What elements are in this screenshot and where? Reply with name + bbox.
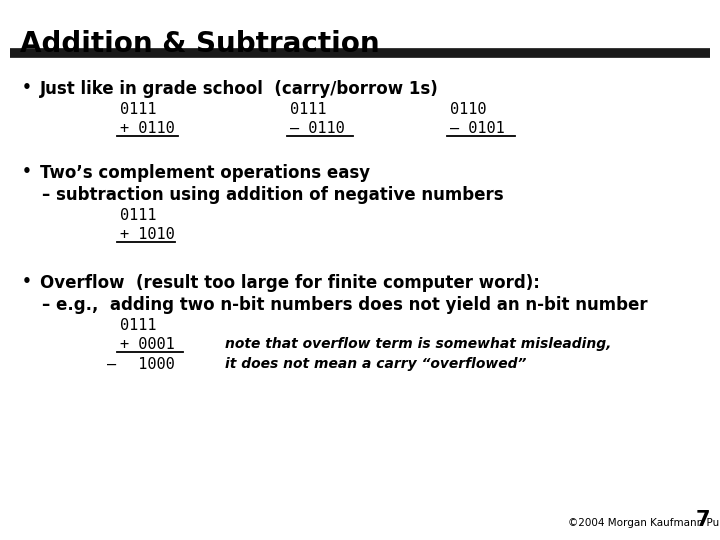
Text: – e.g.,  adding two n-bit numbers does not yield an n-bit number: – e.g., adding two n-bit numbers does no…	[42, 296, 647, 314]
Text: 0111: 0111	[290, 102, 326, 117]
Text: + 0001: + 0001	[120, 337, 175, 352]
Text: + 0110: + 0110	[120, 121, 175, 136]
Text: •: •	[22, 80, 32, 95]
Text: it does not mean a carry “overflowed”: it does not mean a carry “overflowed”	[225, 357, 526, 371]
Text: 0111: 0111	[120, 318, 156, 333]
Text: –: –	[107, 357, 116, 372]
Text: – 0101: – 0101	[450, 121, 505, 136]
Text: – subtraction using addition of negative numbers: – subtraction using addition of negative…	[42, 186, 503, 204]
Text: •: •	[22, 164, 32, 179]
Text: 0110: 0110	[450, 102, 487, 117]
Text: – 0110: – 0110	[290, 121, 345, 136]
Text: Two’s complement operations easy: Two’s complement operations easy	[40, 164, 370, 182]
Text: Just like in grade school  (carry/borrow 1s): Just like in grade school (carry/borrow …	[40, 80, 438, 98]
Text: ©2004 Morgan Kaufmann Publishers: ©2004 Morgan Kaufmann Publishers	[568, 518, 720, 528]
Text: note that overflow term is somewhat misleading,: note that overflow term is somewhat misl…	[225, 337, 611, 351]
Text: •: •	[22, 274, 32, 289]
Text: Overflow  (result too large for finite computer word):: Overflow (result too large for finite co…	[40, 274, 540, 292]
Text: 1000: 1000	[120, 357, 175, 372]
Text: + 1010: + 1010	[120, 227, 175, 242]
Text: Addition & Subtraction: Addition & Subtraction	[20, 30, 379, 58]
Text: 0111: 0111	[120, 208, 156, 223]
Text: 7: 7	[696, 510, 710, 530]
Text: 0111: 0111	[120, 102, 156, 117]
